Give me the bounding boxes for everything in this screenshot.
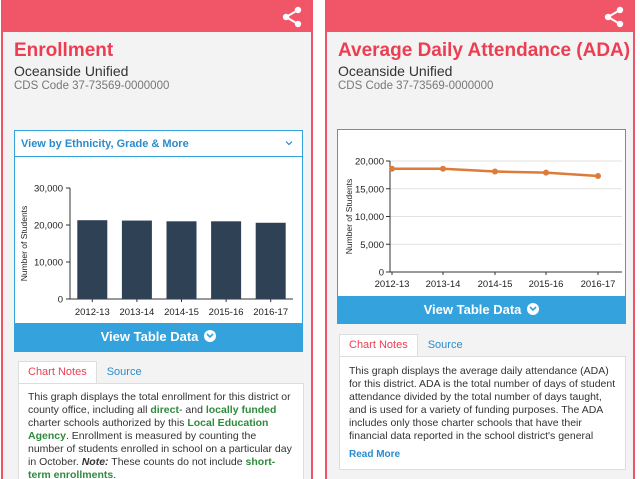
card-header-bar [327,0,633,32]
x-tick-label: 2016-17 [253,307,288,318]
cds-code: CDS Code 37-73569-0000000 [14,80,170,92]
chart-notes-panel: This graph displays the average daily at… [339,356,626,470]
y-tick-label: 10,000 [34,258,63,269]
district-name: Oceanside Unified [14,63,129,79]
enrollment-card: Enrollment Oceanside Unified CDS Code 37… [1,0,313,479]
notes-tabs: Chart Notes Source [339,334,473,356]
x-tick-label: 2013-14 [426,279,461,290]
x-tick-label: 2014-15 [164,307,199,318]
tab-chart-notes[interactable]: Chart Notes [339,334,418,356]
ada-chart-panel: 0 5,000 10,000 15,000 20,000 Number of Studen… [337,129,626,324]
chevron-down-icon [285,141,293,146]
cds-code: CDS Code 37-73569-0000000 [338,80,494,92]
x-tick-label: 2015-16 [529,279,564,290]
district-name: Oceanside Unified [338,63,453,79]
y-tick-label: 5,000 [360,240,384,251]
x-tick-label: 2015-16 [209,307,244,318]
x-tick-label: 2012-13 [75,307,110,318]
data-point [595,172,601,179]
enrollment-chart-panel: View by Ethnicity, Grade & More 0 10,000 2… [14,130,303,352]
view-table-data-label: View Table Data [100,329,199,344]
bar [211,221,242,299]
tab-chart-notes[interactable]: Chart Notes [18,361,97,383]
dropdown-label: View by Ethnicity, Grade & More [21,138,189,150]
share-icon[interactable] [281,6,303,28]
x-tick-label: 2013-14 [119,307,154,318]
notes-tabs: Chart Notes Source [18,361,152,383]
notes-text: This graph displays the average daily at… [349,365,616,442]
chart-notes-panel: This graph displays the total enrollment… [18,383,304,479]
enrollment-bar-chart: 0 10,000 20,000 30,000 Number of Students 201… [19,184,293,318]
card-header-bar [3,0,311,32]
data-point [543,169,549,176]
data-point [440,165,446,172]
tab-source[interactable]: Source [417,334,473,356]
view-table-data-button[interactable]: View Table Data [15,323,302,351]
notes-text: These counts do not include [108,456,246,468]
x-tick-label: 2016-17 [581,279,616,290]
data-point [389,165,395,172]
y-axis-label: Number of Students [19,206,29,282]
x-tick-label: 2014-15 [478,279,513,290]
bar [121,220,152,299]
direct-link[interactable]: direct [150,404,179,416]
ada-card: Average Daily Attendance (ADA) Oceanside… [325,0,635,479]
data-point [492,168,498,175]
short-term-enrollments-link[interactable]: short-term enrollments [28,456,276,479]
read-more-link[interactable]: Read More [349,449,401,460]
chevron-down-circle-icon [527,303,540,315]
y-tick-label: 30,000 [34,184,63,195]
ada-line-chart: 0 5,000 10,000 15,000 20,000 Number of Studen… [344,157,622,290]
tab-source[interactable]: Source [96,361,152,383]
share-icon[interactable] [603,6,625,28]
notes-text: . [113,469,117,479]
notes-text: This graph displays the total enrollment… [28,391,291,416]
local-education-agency-link[interactable]: Local Education Agency [28,417,269,442]
bar [166,221,197,299]
bar [77,220,108,299]
x-tick-label: 2012-13 [375,279,410,290]
y-axis-label: Number of Students [344,179,354,255]
page-title: Enrollment [14,40,114,61]
page-title: Average Daily Attendance (ADA) [338,40,631,61]
notes-text: . Enrollment is measured by counting the… [28,430,292,468]
y-tick-label: 20,000 [355,157,384,168]
locally-funded-link[interactable]: locally funded [205,404,277,416]
view-table-data-button[interactable]: View Table Data [338,296,625,323]
y-tick-label: 0 [379,268,384,279]
chevron-down-circle-icon [204,330,217,342]
bar [255,222,286,299]
notes-text: charter schools authorized by this [28,417,188,429]
note-label: Note: [81,456,109,468]
y-tick-label: 10,000 [355,212,384,223]
view-table-data-label: View Table Data [423,302,522,317]
notes-text: - and [178,404,206,416]
y-tick-label: 15,000 [355,184,384,195]
view-by-dropdown[interactable]: View by Ethnicity, Grade & More [15,131,302,157]
y-tick-label: 0 [58,295,63,306]
y-tick-label: 20,000 [34,221,63,232]
